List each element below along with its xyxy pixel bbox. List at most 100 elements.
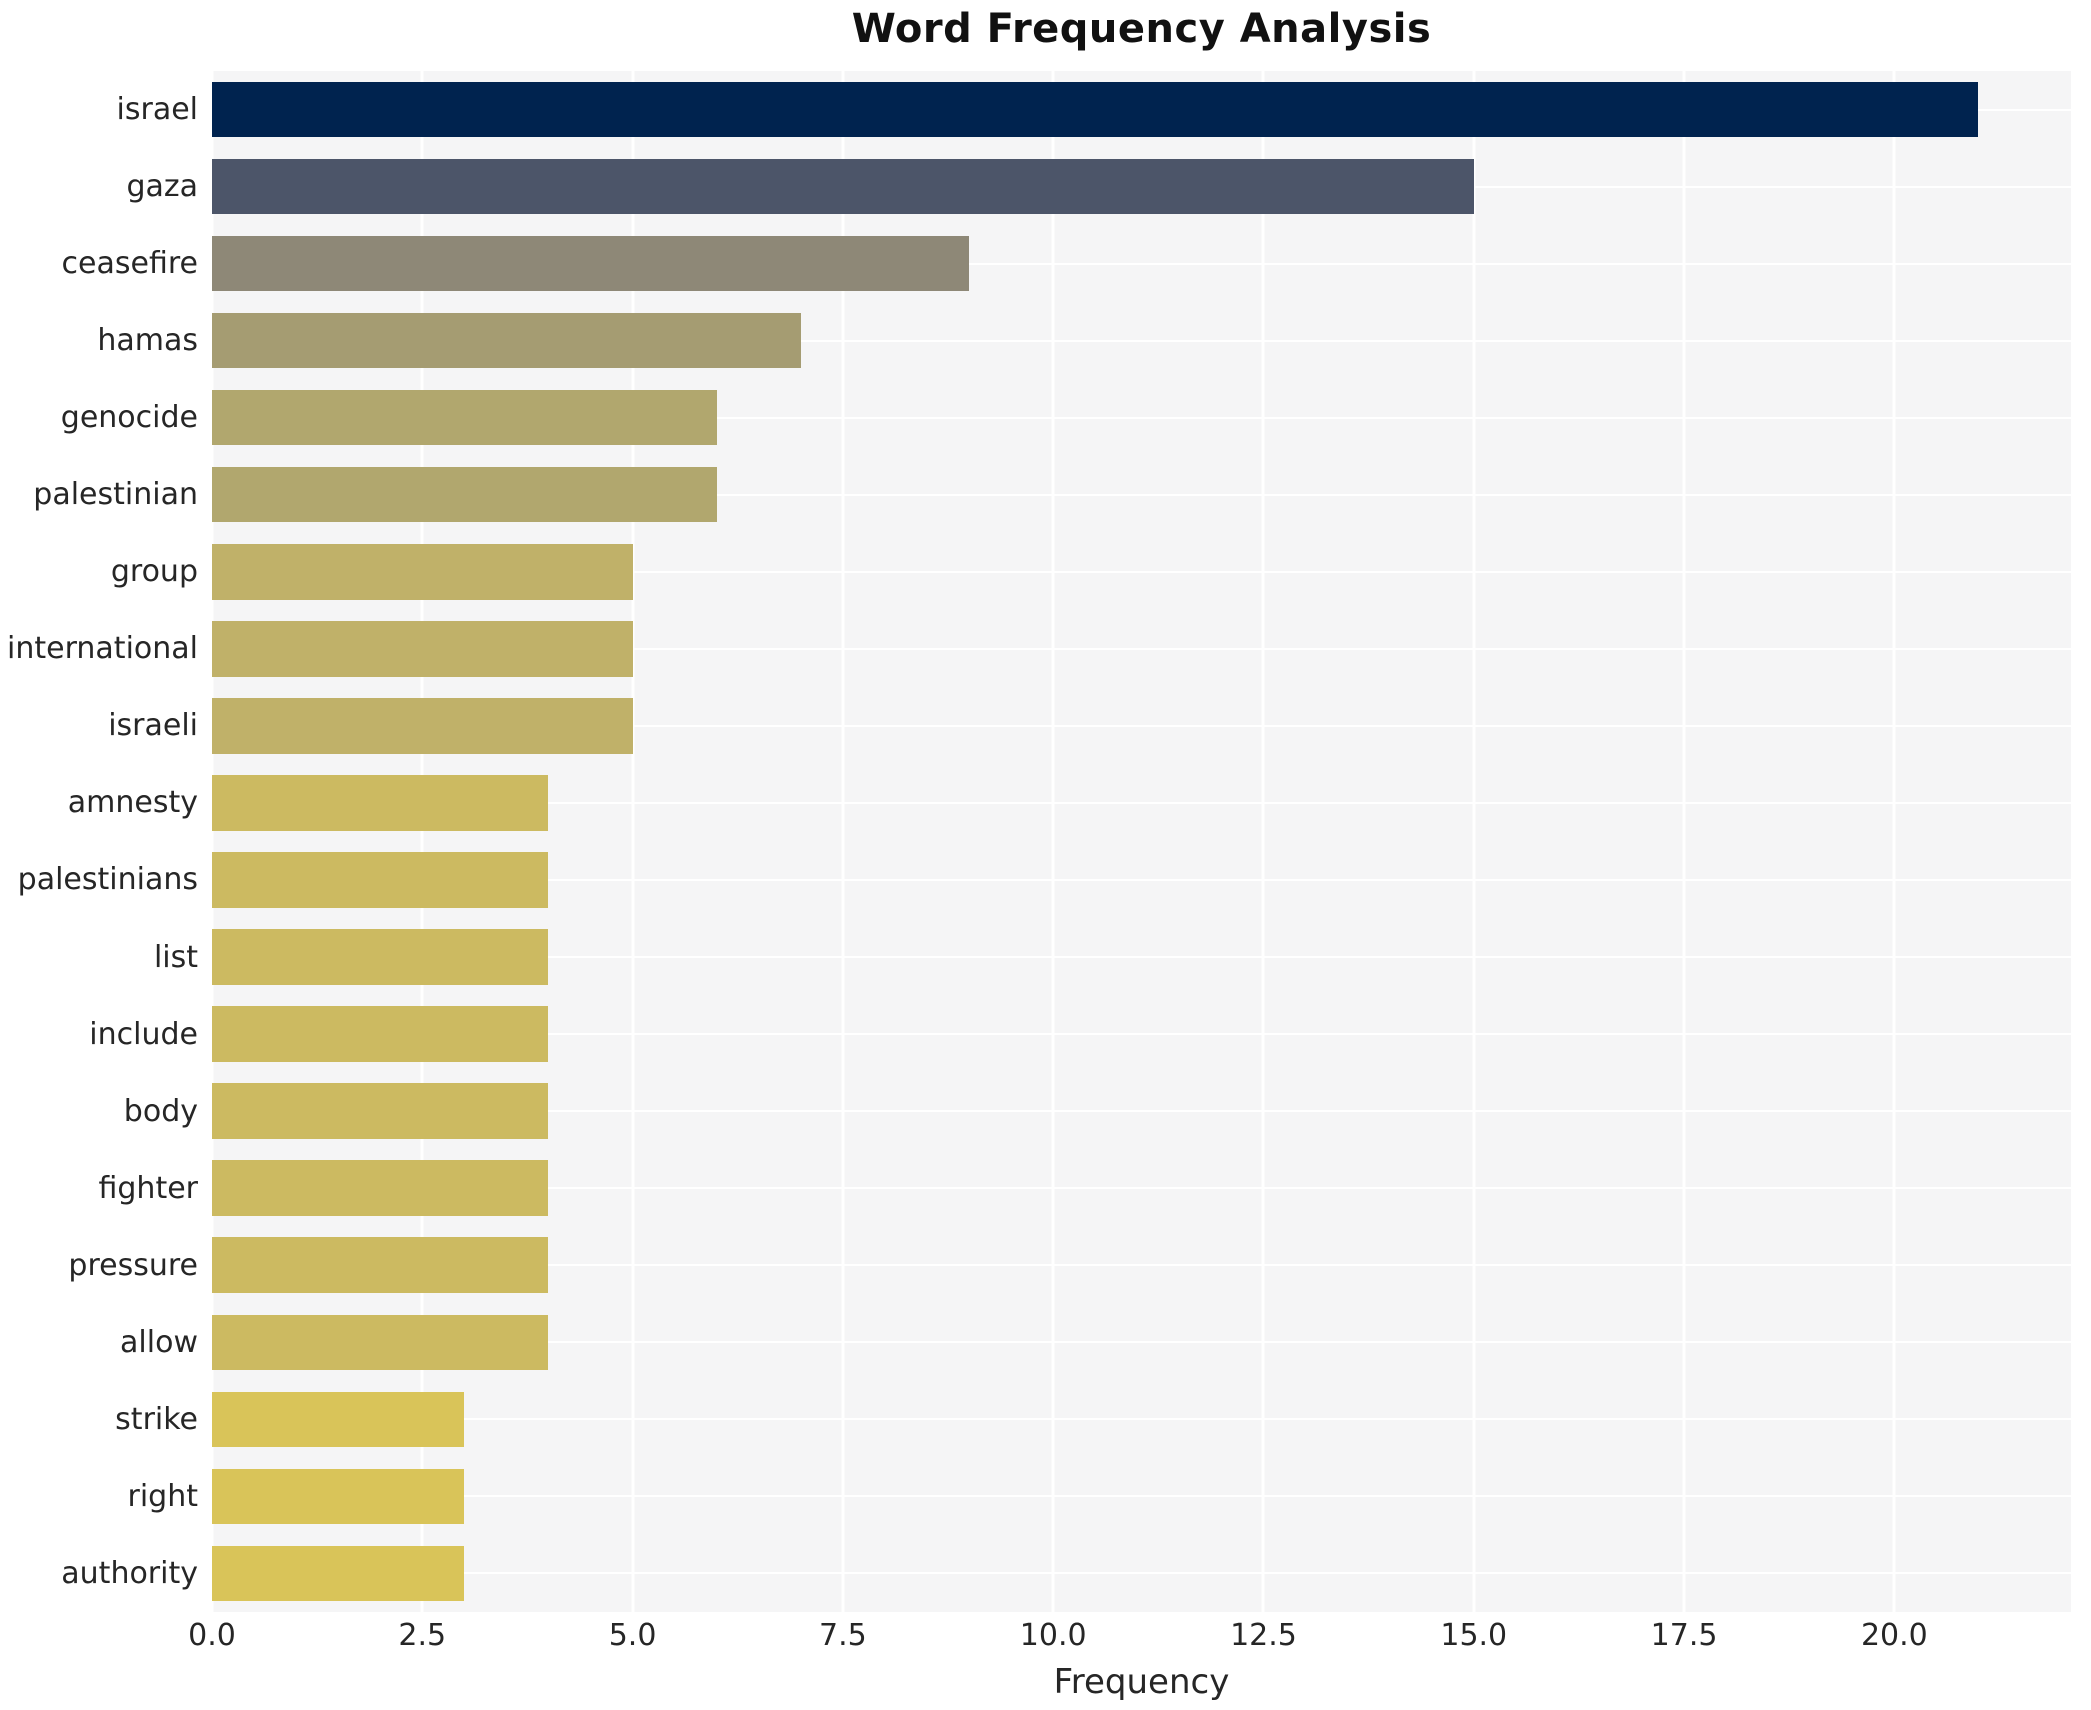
y-axis-label: israel: [116, 92, 198, 128]
y-axis-label: authority: [61, 1555, 198, 1591]
y-axis-label: body: [123, 1093, 198, 1129]
vertical-gridline: [420, 71, 424, 1612]
y-axis-label: include: [89, 1016, 198, 1052]
bar-row: [212, 379, 2071, 456]
x-tick-label: 20.0: [1860, 1618, 1928, 1653]
vertical-gridline: [212, 71, 214, 1612]
y-axis-label: fighter: [98, 1170, 198, 1206]
bar-israeli: [212, 698, 633, 754]
horizontal-gridline: [212, 956, 2071, 959]
horizontal-gridline: [212, 801, 2071, 804]
bar-row: [212, 1150, 2071, 1227]
bar-row: [212, 1073, 2071, 1150]
bar-row: [212, 1535, 2071, 1612]
bar-right: [212, 1468, 465, 1525]
x-tick-label: 2.5: [398, 1618, 447, 1653]
bar-amnesty: [212, 775, 549, 831]
horizontal-gridline: [212, 647, 2071, 650]
bar-row: [212, 687, 2071, 764]
y-axis-label: palestinians: [17, 862, 198, 898]
y-axis-label: gaza: [126, 169, 198, 205]
bar-row: [212, 1458, 2071, 1535]
bar-body: [212, 1083, 549, 1139]
bar-strike: [212, 1391, 465, 1448]
x-tick-label: 7.5: [819, 1618, 867, 1653]
horizontal-gridline: [212, 1033, 2071, 1036]
horizontal-gridline: [212, 1572, 2071, 1575]
bar-international: [212, 621, 633, 677]
bar-authority: [212, 1545, 465, 1602]
bar-hamas: [212, 312, 801, 369]
vertical-gridline: [1682, 71, 1686, 1612]
plot-area: [212, 71, 2071, 1612]
x-tick-label: 0.0: [188, 1618, 236, 1653]
y-axis-label: israeli: [108, 708, 198, 744]
bar-row: [212, 71, 2071, 148]
bar-group: [212, 544, 633, 600]
y-axis-label: genocide: [60, 400, 198, 436]
bar-fighter: [212, 1160, 549, 1216]
bar-row: [212, 533, 2071, 610]
horizontal-gridline: [212, 1264, 2071, 1267]
x-tick-label: 17.5: [1650, 1618, 1718, 1653]
bar-row: [212, 841, 2071, 918]
bar-list: [212, 929, 549, 985]
y-axis-label: ceasefire: [61, 246, 198, 282]
horizontal-gridline: [212, 339, 2071, 342]
grid-layer: [212, 71, 2071, 1612]
vertical-gridline: [1261, 71, 1265, 1612]
bar-row: [212, 1381, 2071, 1458]
vertical-gridline: [631, 71, 635, 1612]
y-axis-labels: israel gaza ceasefire hamas genocide palestin…: [0, 71, 198, 1612]
y-axis-label: hamas: [97, 323, 198, 359]
bar-row: [212, 764, 2071, 841]
y-axis-label: allow: [120, 1324, 198, 1360]
horizontal-gridline: [212, 1187, 2071, 1190]
x-tick-label: 15.0: [1440, 1618, 1508, 1653]
horizontal-gridline: [212, 262, 2071, 265]
bar-ceasefire: [212, 235, 970, 292]
bar-pressure: [212, 1237, 549, 1293]
bar-include: [212, 1006, 549, 1062]
bar-genocide: [212, 389, 717, 446]
bar-row: [212, 456, 2071, 533]
bar-allow: [212, 1314, 549, 1370]
bar-palestinians: [212, 852, 549, 908]
x-axis-title: Frequency: [1053, 1662, 1230, 1702]
x-tick-label: 10.0: [1019, 1618, 1087, 1653]
bar-row: [212, 1304, 2071, 1381]
bar-israel: [212, 81, 1979, 138]
bar-row: [212, 302, 2071, 379]
bar-gaza: [212, 158, 1474, 215]
y-axis-label: palestinian: [33, 477, 198, 513]
y-axis-label: right: [127, 1478, 199, 1514]
bar-row: [212, 610, 2071, 687]
bar-rows: [212, 71, 2071, 1612]
x-tick-label: 12.5: [1230, 1618, 1297, 1653]
x-tick-label: 5.0: [608, 1618, 657, 1653]
bar-row: [212, 1227, 2071, 1304]
y-axis-label: strike: [115, 1401, 198, 1437]
bar-palestinian: [212, 467, 717, 523]
y-axis-label: list: [153, 939, 198, 975]
vertical-gridline: [1892, 71, 1896, 1612]
horizontal-gridline: [212, 493, 2071, 496]
bar-row: [212, 148, 2071, 225]
horizontal-gridline: [212, 878, 2071, 881]
chart-title: Word Frequency Analysis: [851, 6, 1432, 52]
bar-row: [212, 919, 2071, 996]
horizontal-gridline: [212, 724, 2071, 727]
vertical-gridline: [841, 71, 845, 1612]
y-axis-label: pressure: [68, 1247, 198, 1283]
vertical-gridline: [1051, 71, 1055, 1612]
bar-row: [212, 225, 2071, 302]
vertical-gridline: [1472, 71, 1476, 1612]
y-axis-label: group: [110, 554, 198, 590]
horizontal-gridline: [212, 416, 2071, 419]
bar-row: [212, 996, 2071, 1073]
horizontal-gridline: [212, 570, 2071, 573]
horizontal-gridline: [212, 1341, 2071, 1344]
horizontal-gridline: [212, 1418, 2071, 1421]
horizontal-gridline: [212, 1110, 2071, 1113]
